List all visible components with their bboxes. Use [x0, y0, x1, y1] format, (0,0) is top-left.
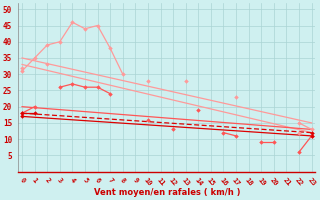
X-axis label: Vent moyen/en rafales ( km/h ): Vent moyen/en rafales ( km/h ) — [93, 188, 240, 197]
